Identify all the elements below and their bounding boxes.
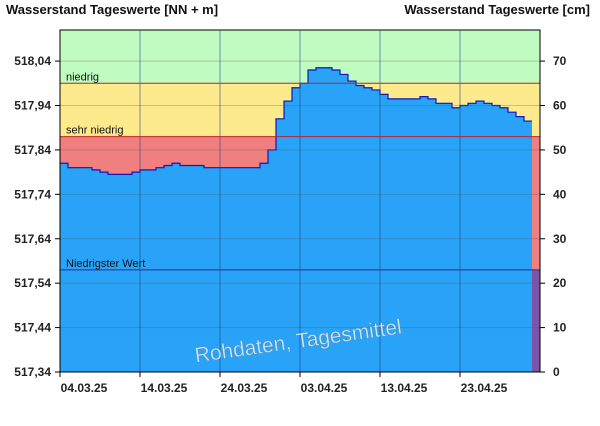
x-tick-label: 13.04.25 [381,381,428,395]
right-tick-label: 50 [553,143,567,157]
left-tick-label: 517,44 [14,321,51,335]
threshold-label-sehr-niedrig: sehr niedrig [66,125,123,137]
right-axis-title: Wasserstand Tageswerte [cm] [404,2,590,17]
water-level-line [60,67,532,175]
right-tick-label: 0 [553,365,560,379]
x-tick-label: 24.03.25 [221,381,268,395]
x-tick-label: 03.04.25 [301,381,348,395]
left-tick-label: 518,04 [14,54,51,68]
right-tick-label: 30 [553,232,567,246]
axes: 517,34 517,44 517,54 517,64 517,74 517,84 517,… [14,54,566,395]
x-tick-label: 04.03.25 [61,381,108,395]
water-level-area [60,67,540,372]
left-tick-label: 517,94 [14,99,51,113]
water-level-fill [60,67,532,372]
right-tick-label: 60 [553,99,567,113]
grid-lines [59,30,540,372]
left-tick-label: 517,34 [14,365,51,379]
left-tick-label: 517,74 [14,187,51,201]
left-axis-title: Wasserstand Tageswerte [NN + m] [6,2,218,17]
threshold-lines: niedrig sehr niedrig Niedrigster Wert [60,71,540,271]
left-tick-label: 517,84 [14,143,51,157]
right-tick-label: 70 [553,54,567,68]
right-tick-label: 40 [553,187,567,201]
x-tick-label: 14.03.25 [141,381,188,395]
left-tick-label: 517,64 [14,232,51,246]
right-tick-label: 20 [553,276,567,290]
threshold-label-niedrig: niedrig [66,71,99,83]
left-tick-label: 517,54 [14,276,51,290]
right-tick-label: 10 [553,321,567,335]
threshold-label-niedrigster-wert: Niedrigster Wert [66,258,145,270]
lowest-value-strip [532,269,540,372]
x-tick-label: 23.04.25 [461,381,508,395]
